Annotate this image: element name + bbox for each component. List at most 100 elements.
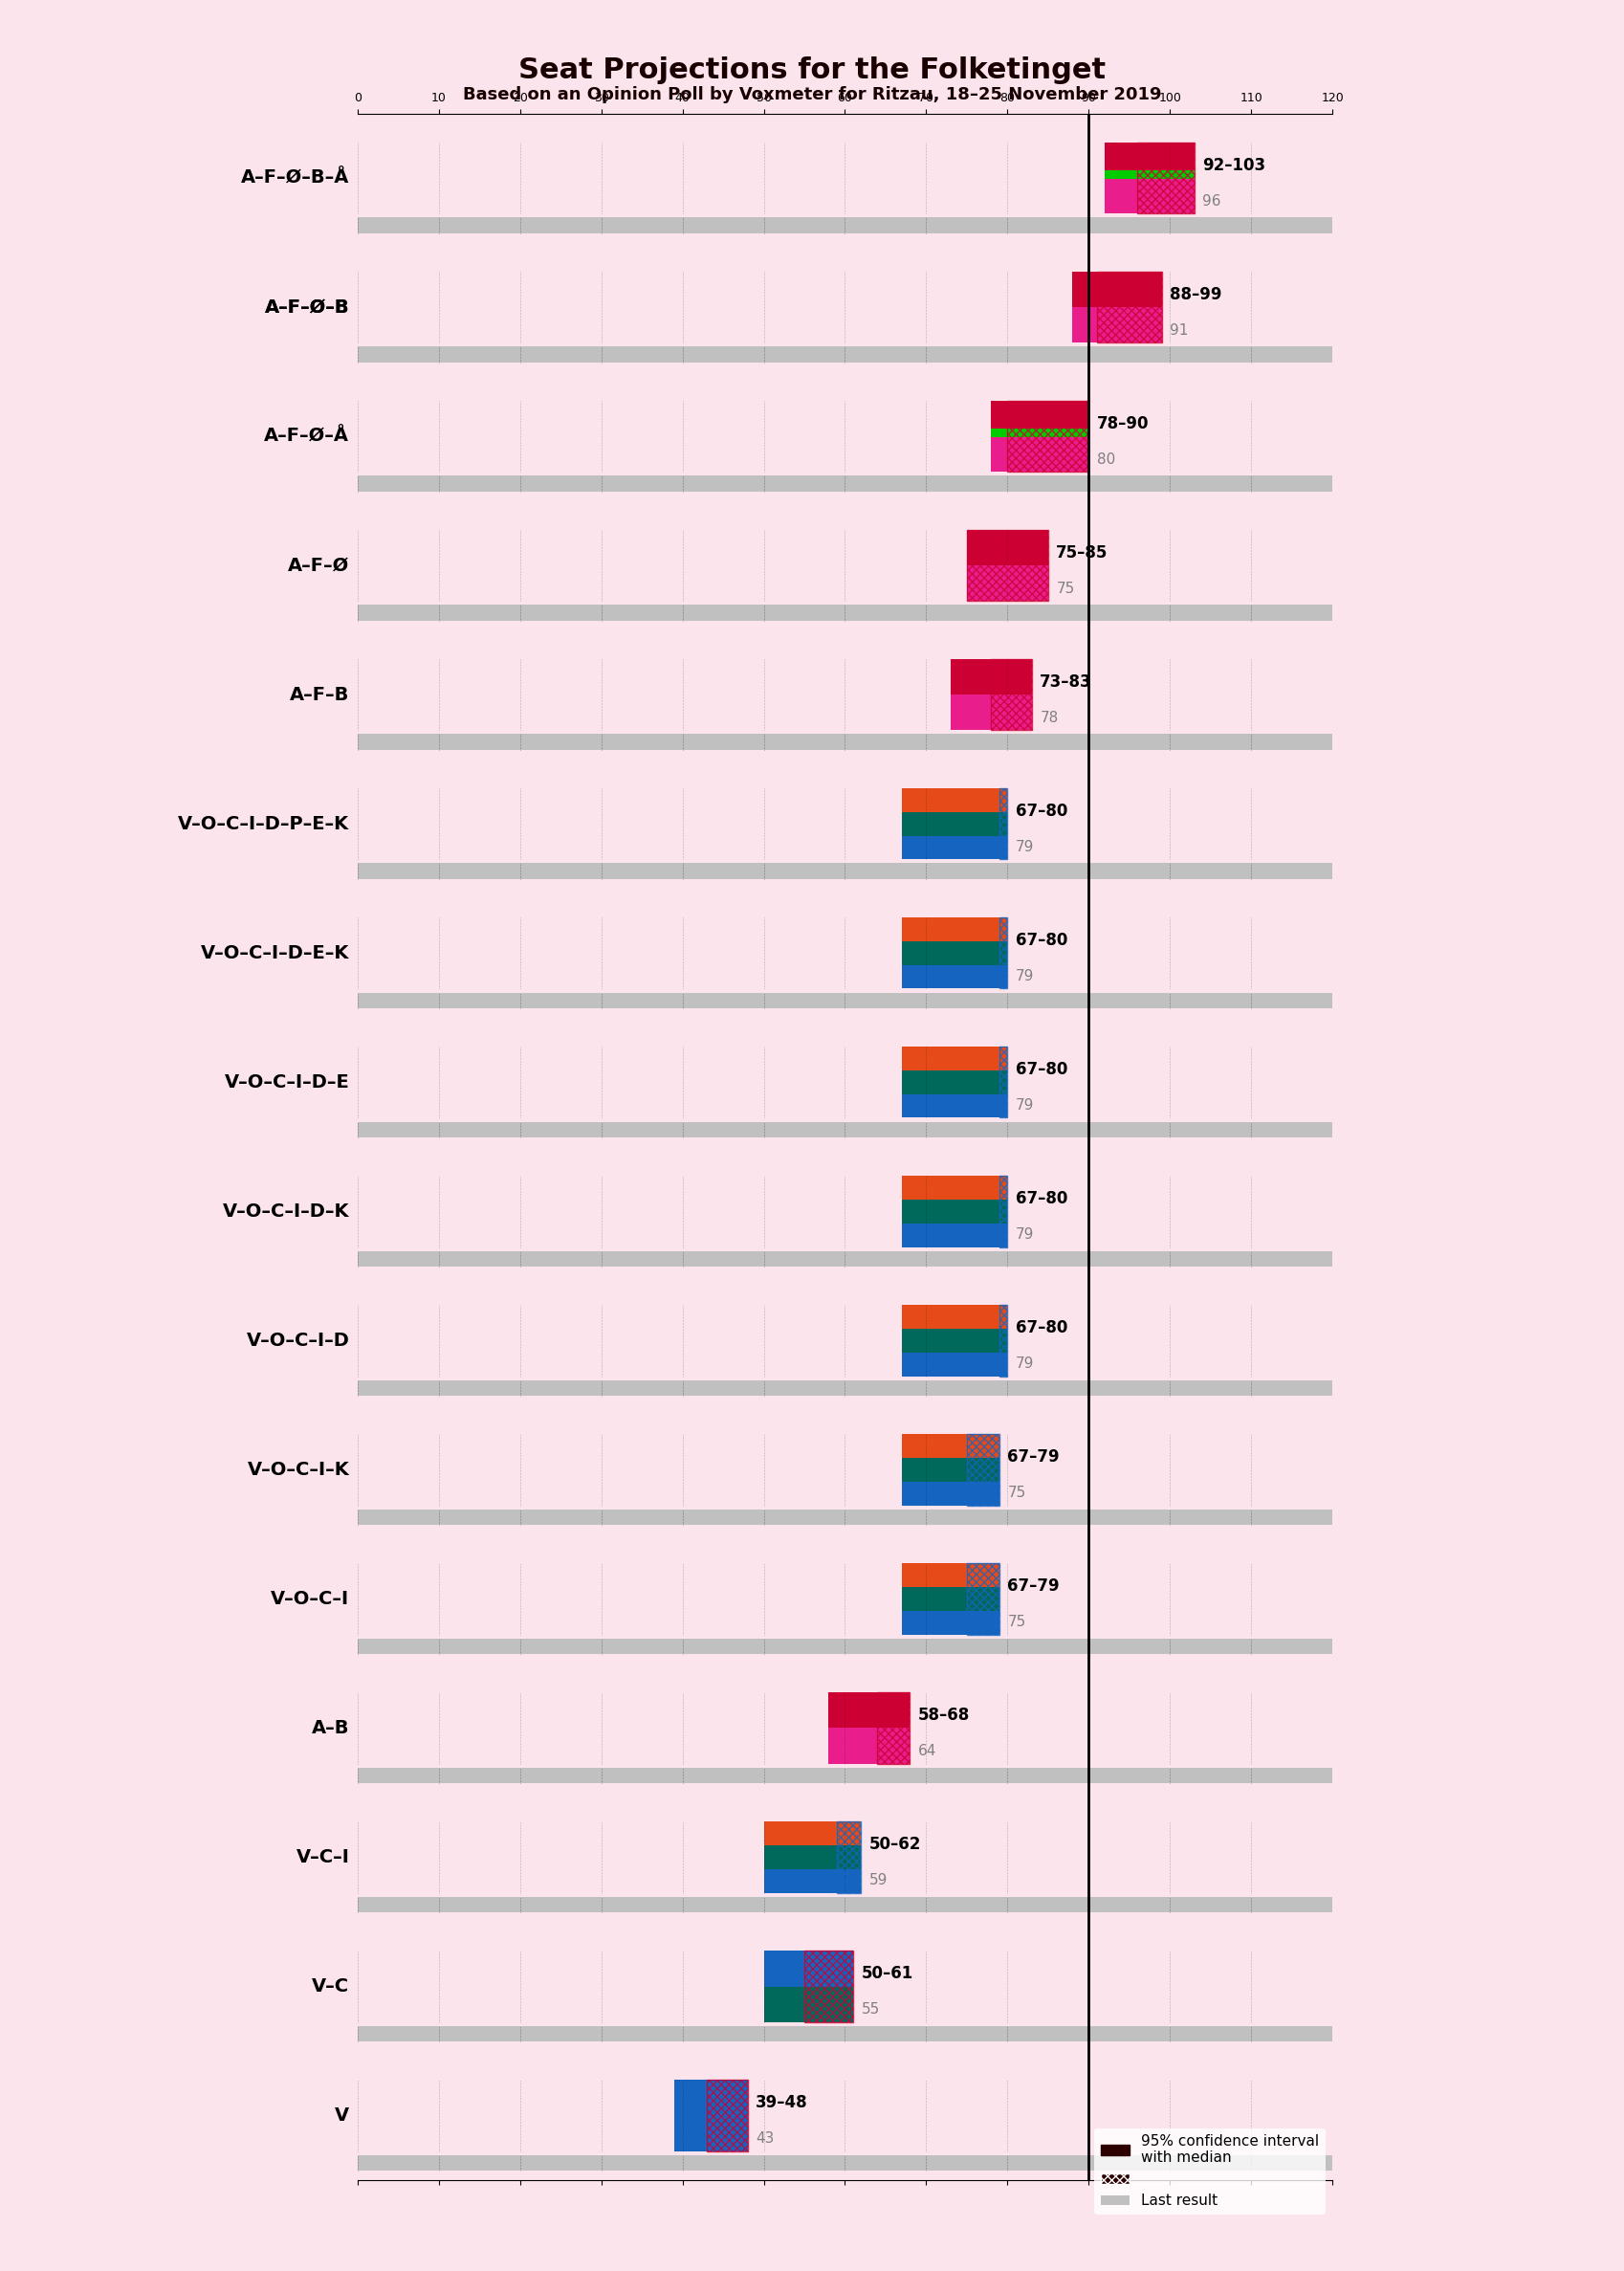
Bar: [357, 1122, 1332, 1138]
Bar: [991, 659, 1031, 731]
Text: 79: 79: [1015, 1356, 1033, 1372]
Bar: [357, 347, 1332, 361]
Bar: [674, 2080, 706, 2151]
Bar: [999, 917, 1007, 988]
Bar: [706, 2080, 747, 2151]
Bar: [674, 2080, 747, 2151]
Bar: [763, 1869, 861, 1892]
Bar: [901, 1481, 999, 1506]
Text: 80: 80: [1096, 452, 1114, 468]
Bar: [901, 1587, 999, 1610]
Bar: [901, 1070, 1007, 1095]
Text: 67–80: 67–80: [1015, 1319, 1067, 1335]
Bar: [901, 788, 999, 858]
Bar: [1096, 273, 1161, 343]
Bar: [357, 992, 1332, 1008]
Bar: [991, 429, 1088, 436]
Bar: [1072, 307, 1161, 343]
Text: 96: 96: [1202, 195, 1220, 209]
Text: 75: 75: [1007, 1485, 1025, 1501]
Text: A–B: A–B: [312, 1719, 349, 1737]
Bar: [901, 965, 1007, 988]
Text: 67–80: 67–80: [1015, 1190, 1067, 1208]
Bar: [966, 1435, 999, 1506]
Text: V: V: [335, 2107, 349, 2126]
Bar: [901, 1176, 1007, 1199]
Text: 91: 91: [1169, 322, 1187, 338]
Bar: [828, 1692, 909, 1728]
Bar: [1072, 273, 1096, 343]
Bar: [901, 1224, 1007, 1247]
Bar: [357, 2155, 1332, 2171]
Text: 39–48: 39–48: [755, 2094, 807, 2112]
Text: 78–90: 78–90: [1096, 416, 1148, 431]
Text: V–C: V–C: [312, 1978, 349, 1996]
Bar: [357, 1381, 1332, 1394]
Text: 75: 75: [1007, 1615, 1025, 1628]
Text: A–F–B: A–F–B: [289, 686, 349, 704]
Bar: [1137, 143, 1194, 213]
Bar: [966, 529, 1047, 602]
Text: 64: 64: [918, 1744, 935, 1758]
Text: A–F–Ø–B: A–F–Ø–B: [265, 298, 349, 316]
Bar: [804, 1951, 853, 2021]
Bar: [1104, 143, 1137, 213]
Bar: [357, 1637, 1332, 1653]
Bar: [901, 1047, 999, 1117]
Bar: [901, 788, 1007, 813]
Bar: [357, 1896, 1332, 1912]
Bar: [357, 218, 1332, 234]
Bar: [1104, 143, 1194, 177]
Bar: [763, 1821, 861, 1846]
Text: 50–62: 50–62: [869, 1835, 921, 1853]
Text: V–O–C–I: V–O–C–I: [271, 1590, 349, 1608]
Text: 67–80: 67–80: [1015, 1061, 1067, 1079]
Text: V–O–C–I–D–K: V–O–C–I–D–K: [222, 1201, 349, 1220]
Text: 75–85: 75–85: [1056, 545, 1108, 561]
Bar: [1072, 273, 1161, 307]
Text: Seat Projections for the Folketinget: Seat Projections for the Folketinget: [518, 57, 1106, 84]
Bar: [357, 863, 1332, 879]
Bar: [991, 402, 1088, 436]
Bar: [357, 604, 1332, 620]
Text: 67–79: 67–79: [1007, 1449, 1059, 1465]
Bar: [901, 1199, 1007, 1224]
Bar: [950, 659, 1031, 695]
Bar: [966, 565, 1047, 602]
Text: A–F–Ø–Å: A–F–Ø–Å: [265, 427, 349, 445]
Bar: [1104, 170, 1194, 179]
Text: 43: 43: [755, 2132, 773, 2146]
Bar: [999, 788, 1007, 858]
Text: 79: 79: [1015, 840, 1033, 854]
Bar: [901, 1435, 966, 1506]
Bar: [901, 1306, 1007, 1329]
Text: V–O–C–I–K: V–O–C–I–K: [247, 1460, 349, 1478]
Text: V–O–C–I–D–E–K: V–O–C–I–D–E–K: [201, 945, 349, 963]
Bar: [357, 1510, 1332, 1524]
Bar: [901, 1458, 999, 1481]
Text: 67–80: 67–80: [1015, 802, 1067, 820]
Bar: [901, 940, 1007, 965]
Bar: [836, 1821, 861, 1892]
Text: V–O–C–I–D–E: V–O–C–I–D–E: [224, 1074, 349, 1092]
Bar: [999, 1176, 1007, 1247]
Bar: [901, 1095, 1007, 1117]
Bar: [357, 1251, 1332, 1267]
Text: 59: 59: [869, 1874, 887, 1887]
Bar: [828, 1692, 877, 1765]
Bar: [901, 1354, 1007, 1376]
Bar: [966, 1562, 999, 1635]
Bar: [901, 917, 999, 988]
Bar: [763, 1821, 836, 1892]
Bar: [357, 477, 1332, 491]
Text: 67–79: 67–79: [1007, 1578, 1059, 1594]
Text: A–F–Ø–B–Å: A–F–Ø–B–Å: [240, 168, 349, 186]
Bar: [901, 813, 1007, 836]
Bar: [763, 1951, 853, 1987]
Text: 55: 55: [861, 2003, 879, 2017]
Bar: [763, 1846, 861, 1869]
Bar: [950, 695, 1031, 731]
Text: A–F–Ø: A–F–Ø: [287, 556, 349, 575]
Bar: [901, 1610, 999, 1635]
Bar: [901, 1176, 999, 1247]
